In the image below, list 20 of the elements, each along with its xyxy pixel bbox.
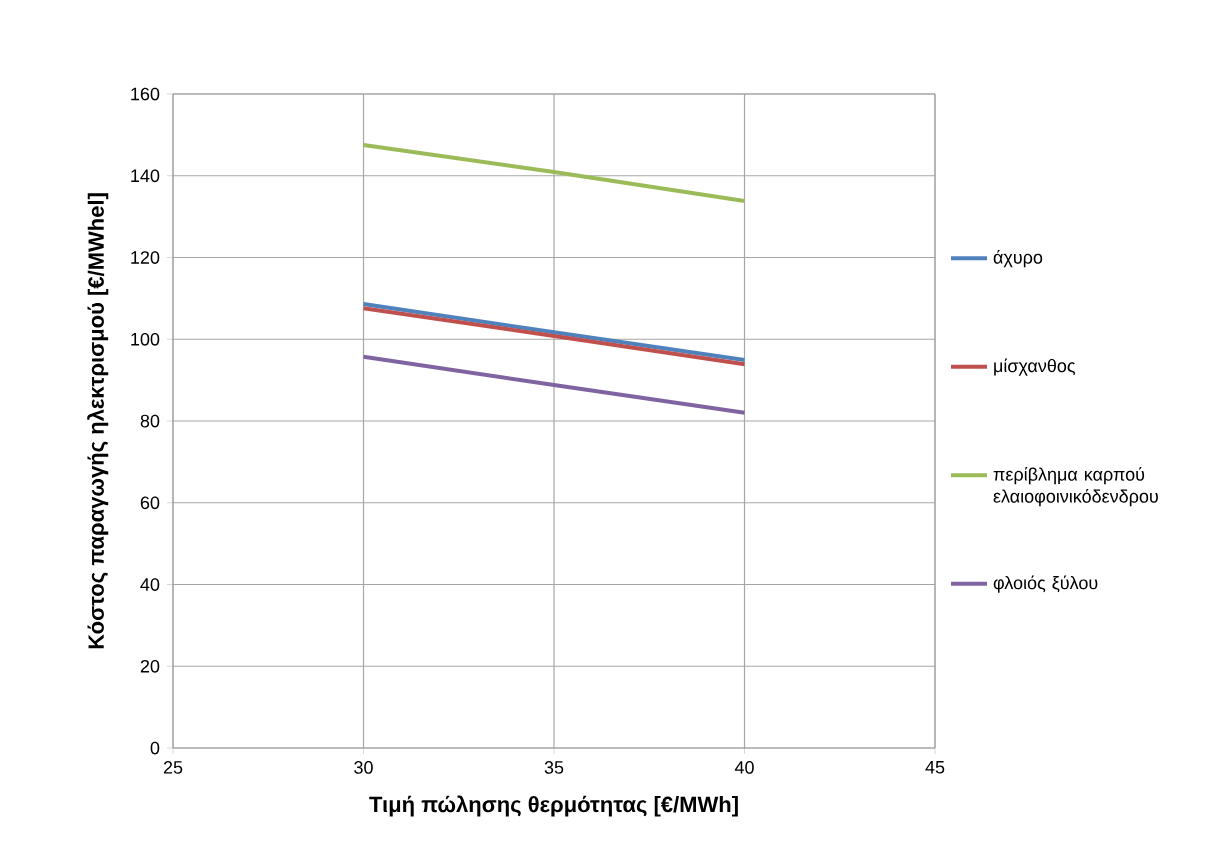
- y-tick-label: 120: [131, 251, 160, 264]
- x-tick-label: 45: [925, 761, 945, 774]
- x-tick-label: 30: [354, 761, 373, 774]
- legend-label: φλοιός ξύλου: [993, 575, 1098, 593]
- x-tick-label: 40: [734, 761, 754, 774]
- y-tick-label: 100: [131, 332, 160, 346]
- y-tick-label: 160: [131, 87, 160, 101]
- y-tick-label: 0: [150, 741, 160, 755]
- y-tick-label: 20: [140, 659, 160, 673]
- y-tick-label: 40: [140, 578, 160, 591]
- legend-label: μίσχανθος: [994, 358, 1075, 376]
- y-tick-label: 140: [131, 169, 160, 183]
- y-tick-label: 80: [140, 414, 160, 428]
- x-tick-label: 35: [544, 761, 564, 774]
- y-tick-label: 60: [140, 496, 160, 510]
- legend-label: περίβλημα καρπού ελαιοφοινικόδενδρου: [993, 466, 1158, 507]
- legend-label: άχυρο: [993, 249, 1043, 268]
- y-axis-title: Κόστος παραγωγής ηλεκτρισμού [€/MWhel]: [87, 193, 109, 649]
- x-tick-label: 25: [163, 761, 183, 774]
- x-axis-title: Τιμή πώλησης θερμότητας [€/MWh]: [369, 795, 738, 817]
